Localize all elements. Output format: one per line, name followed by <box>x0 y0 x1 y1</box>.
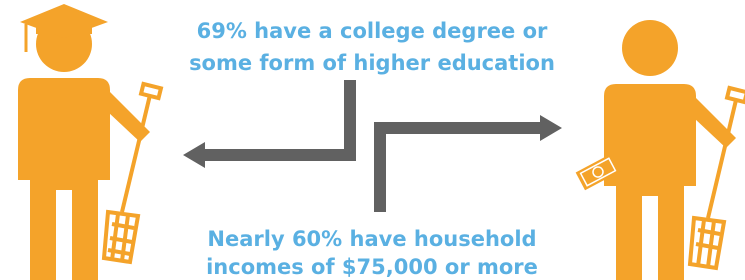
top-caption-line: 69% have a college degree or <box>197 19 548 43</box>
arrow-right <box>374 115 562 212</box>
earner-figure <box>576 20 745 280</box>
infographic: 69% have a college degree or some form o… <box>0 0 745 280</box>
graduate-figure <box>18 4 161 280</box>
top-caption-line: some form of higher education <box>189 51 555 75</box>
bottom-caption-line: incomes of $75,000 or more <box>206 255 538 279</box>
bottom-caption-line: Nearly 60% have household <box>207 227 536 251</box>
arrow-left <box>183 80 356 168</box>
